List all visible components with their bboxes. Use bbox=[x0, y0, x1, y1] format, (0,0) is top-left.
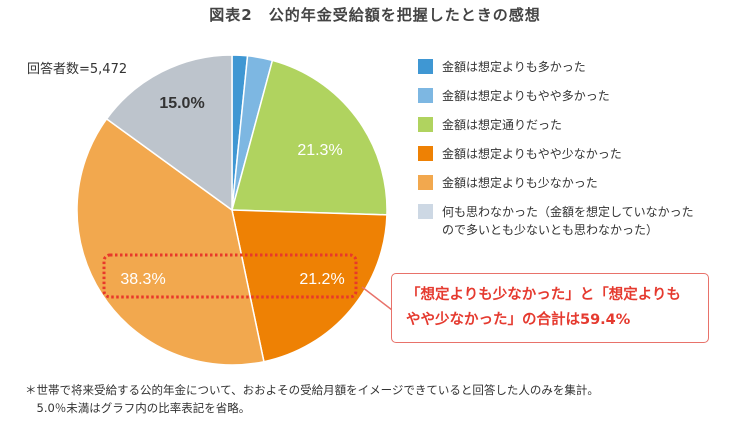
legend-swatch bbox=[418, 204, 433, 219]
pie-slice bbox=[231, 209, 388, 363]
legend-item: 金額は想定よりもやや少なかった bbox=[418, 145, 742, 163]
slice-label-nothing: 15.0% bbox=[159, 95, 204, 112]
chart-title: 図表2 公的年金受給額を把握したときの感想 bbox=[209, 6, 541, 24]
highlight-dotted-box bbox=[102, 253, 358, 299]
legend-item: 金額は想定よりも多かった bbox=[418, 58, 742, 76]
pie-slice bbox=[76, 117, 265, 366]
slice-label-slightly-less: 21.2% bbox=[299, 271, 344, 288]
legend-label: 金額は想定よりもやや少なかった bbox=[442, 147, 622, 161]
legend-item: 何も思わなかった（金額を想定していなかった ので多いとも少ないとも思わなかった） bbox=[418, 203, 742, 239]
legend-label: 何も思わなかった（金額を想定していなかった ので多いとも少ないとも思わなかった） bbox=[442, 205, 694, 237]
legend-swatch bbox=[418, 146, 433, 161]
legend-label: 金額は想定よりもやや多かった bbox=[442, 89, 610, 103]
callout-pointer bbox=[361, 286, 393, 312]
pie-slices bbox=[76, 54, 388, 366]
legend-item: 金額は想定よりも少なかった bbox=[418, 174, 742, 192]
legend-swatch bbox=[418, 59, 433, 74]
legend-swatch bbox=[418, 175, 433, 190]
pie-slice bbox=[231, 59, 388, 216]
legend-label: 金額は想定よりも少なかった bbox=[442, 176, 598, 190]
legend-label: 金額は想定よりも多かった bbox=[442, 60, 586, 74]
legend: 金額は想定よりも多かった 金額は想定よりもやや多かった 金額は想定通りだった 金… bbox=[418, 58, 742, 250]
slice-label-less: 38.3% bbox=[120, 271, 165, 288]
legend-swatch bbox=[418, 88, 433, 103]
legend-label: 金額は想定通りだった bbox=[442, 118, 563, 132]
callout-annotation: 「想定よりも少なかった」と「想定よりも やや少なかった」の合計は59.4% bbox=[391, 273, 709, 343]
footnote: ＊世帯で将来受給する公的年金について、おおよその受給月額をイメージできていると回… bbox=[25, 383, 599, 415]
callout-line-1: 「想定よりも少なかった」と「想定よりも bbox=[406, 287, 681, 303]
legend-item: 金額は想定通りだった bbox=[418, 116, 742, 134]
respondent-count: 回答者数=5,472 bbox=[27, 62, 128, 77]
callout-line-2: やや少なかった」の合計は59.4% bbox=[406, 312, 631, 328]
pie-slice bbox=[105, 54, 233, 212]
legend-swatch bbox=[418, 117, 433, 132]
slice-label-expected: 21.3% bbox=[297, 142, 342, 159]
legend-item: 金額は想定よりもやや多かった bbox=[418, 87, 742, 105]
